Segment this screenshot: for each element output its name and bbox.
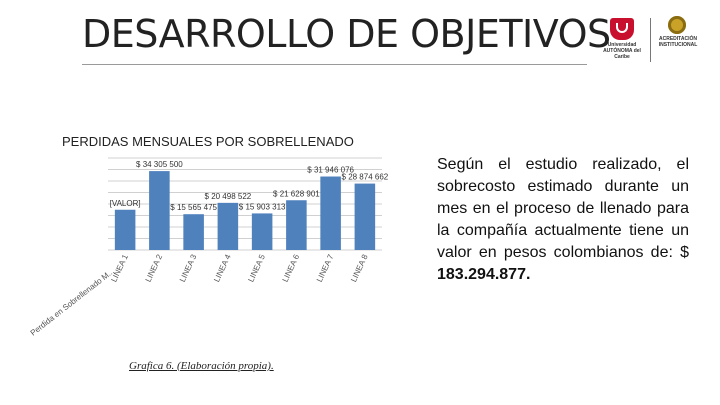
bar-3 bbox=[183, 214, 204, 250]
data-label-5: $ 15 903 313 bbox=[239, 202, 286, 211]
data-label-4: $ 20 498 522 bbox=[205, 192, 252, 201]
category-label-5: LINEA 5 bbox=[246, 253, 267, 284]
university-logo: Universidad AUTÓNOMA del Caribe bbox=[597, 18, 647, 62]
university-shield-icon bbox=[610, 18, 634, 40]
chart-bars bbox=[114, 171, 376, 250]
data-label-6: $ 21 628 901 bbox=[273, 189, 320, 198]
category-label-1: LINEA 1 bbox=[109, 253, 130, 284]
category-label-4: LINEA 4 bbox=[212, 253, 233, 284]
data-label-7: $ 31 946 076 bbox=[307, 166, 354, 175]
category-label-7: LINEA 7 bbox=[315, 253, 336, 284]
data-label-8: $ 28 874 662 bbox=[342, 173, 389, 182]
logo-divider bbox=[650, 18, 651, 62]
slide-title: DESARROLLO DE OBJETIVOS bbox=[82, 12, 611, 56]
accreditation-seal-icon bbox=[668, 16, 686, 34]
title-underline bbox=[82, 64, 587, 65]
bar-2 bbox=[149, 171, 170, 250]
bar-6 bbox=[286, 200, 307, 250]
category-label-3: LINEA 3 bbox=[178, 253, 199, 284]
bar-8 bbox=[354, 183, 376, 250]
y-axis-label: Perdida en Sobrellenado M... bbox=[29, 267, 116, 338]
accreditation-logo-text: ACREDITACIÓN INSTITUCIONAL bbox=[658, 36, 698, 48]
bar-chart: [VALOR] $ 34 305 500 $ 15 565 475 $ 20 498 … bbox=[29, 157, 389, 338]
chart-title: PERDIDAS MENSUALES POR SOBRELLENADO bbox=[62, 134, 354, 149]
category-label-2: LINEA 2 bbox=[144, 253, 165, 284]
data-label-1: [VALOR] bbox=[110, 199, 141, 208]
category-label-8: LINEA 8 bbox=[349, 253, 370, 284]
accreditation-logo: ACREDITACIÓN INSTITUCIONAL bbox=[653, 16, 703, 64]
data-label-3: $ 15 565 475 bbox=[170, 203, 217, 212]
figure-caption: Grafica 6. (Elaboración propia). bbox=[129, 360, 274, 372]
body-text: Según el estudio realizado, el sobrecost… bbox=[437, 156, 689, 261]
bar-5 bbox=[251, 213, 273, 250]
data-label-2: $ 34 305 500 bbox=[136, 160, 183, 169]
category-label-6: LINEA 6 bbox=[281, 253, 302, 284]
bar-7 bbox=[320, 176, 341, 250]
body-paragraph: Según el estudio realizado, el sobrecost… bbox=[437, 154, 689, 286]
overcost-amount: 183.294.877. bbox=[437, 266, 531, 283]
bar-4 bbox=[217, 202, 239, 250]
chart-data-labels: [VALOR] $ 34 305 500 $ 15 565 475 $ 20 498 … bbox=[110, 160, 389, 212]
chart-category-labels: LINEA 1 LINEA 2 LINEA 3 LINEA 4 LINEA 5 LINEA… bbox=[109, 253, 370, 284]
university-logo-text: Universidad AUTÓNOMA del Caribe bbox=[603, 42, 641, 60]
bar-1 bbox=[114, 209, 136, 250]
